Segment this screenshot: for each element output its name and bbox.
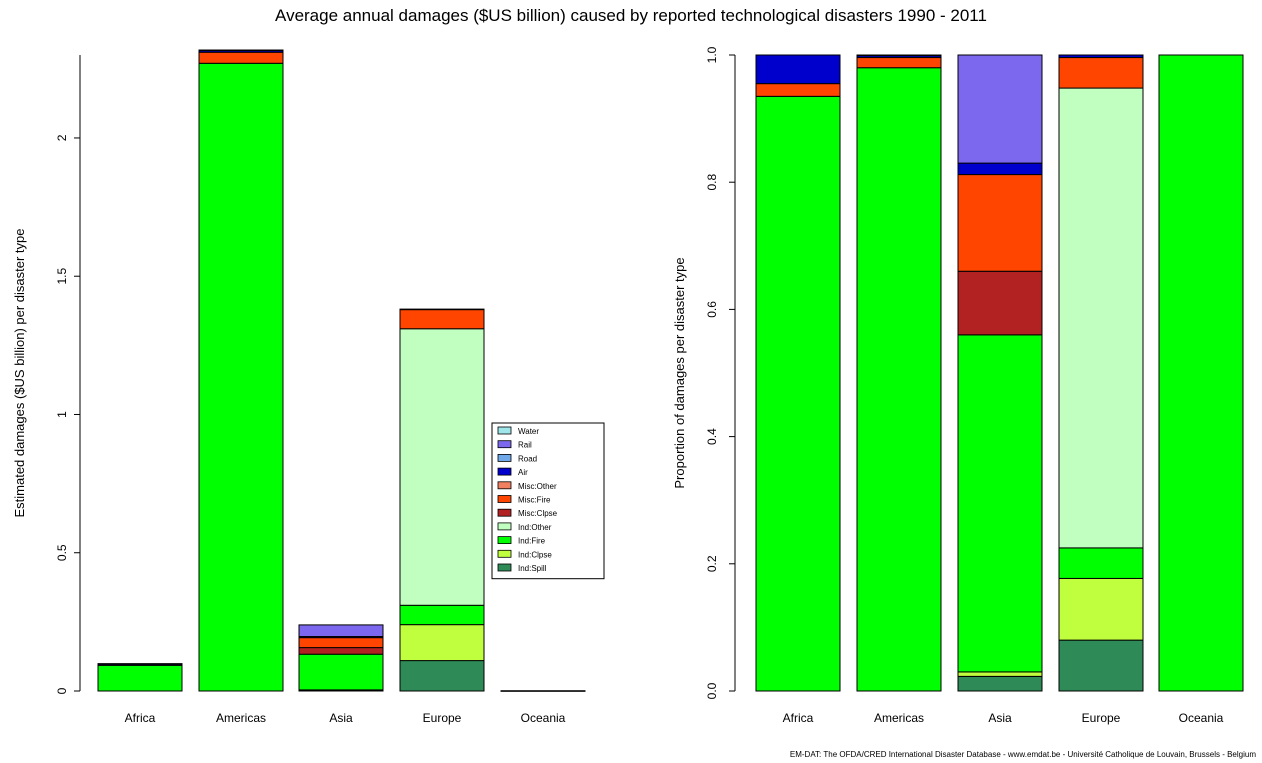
bar-americas (856, 54, 942, 692)
category-label-africa: Africa (783, 711, 814, 725)
bar-segment-oceania-ind-fire (1158, 54, 1244, 692)
bar-asia (957, 54, 1043, 692)
legend-label-ind-spill: Ind:Spill (518, 564, 547, 573)
y-axis-title: Estimated damages ($US billion) per disa… (12, 228, 27, 517)
bar-segment-europe-ind-other (399, 328, 485, 606)
y-tick-label: 0.8 (705, 174, 719, 191)
category-label-europe: Europe (423, 711, 462, 725)
category-label-asia: Asia (329, 711, 353, 725)
legend-swatch-misc-other (497, 481, 512, 490)
bar-segment-americas-misc-fire (856, 57, 942, 69)
bar-asia (298, 624, 384, 692)
bar-segment-asia-rail (957, 54, 1043, 164)
bar-segment-africa-ind-fire (97, 664, 183, 692)
bar-segment-africa-air (97, 663, 183, 666)
bar-segment-asia-misc-clpse (957, 270, 1043, 336)
category-label-africa: Africa (125, 711, 156, 725)
bar-segment-asia-ind-spill (957, 675, 1043, 692)
y-tick-label: 2 (55, 134, 69, 141)
bar-segment-europe-ind-spill (399, 660, 485, 692)
bar-segment-asia-ind-clpse (957, 671, 1043, 677)
bar-segment-africa-air (755, 54, 841, 85)
legend-label-road: Road (518, 454, 537, 463)
legend-swatch-water (497, 426, 512, 435)
legend-label-rail: Rail (518, 441, 532, 450)
category-label-europe: Europe (1082, 711, 1121, 725)
bar-segment-asia-ind-fire (298, 653, 384, 691)
bar-africa (97, 663, 183, 692)
legend-swatch-ind-fire (497, 536, 512, 544)
legend-label-ind-clpse: Ind:Clpse (518, 550, 552, 559)
bar-oceania (500, 690, 586, 692)
bar-segment-asia-misc-fire (298, 637, 384, 649)
bar-africa (755, 54, 841, 692)
legend-swatch-rail (497, 440, 512, 449)
y-tick-label: 0.0 (705, 682, 719, 699)
bar-europe (1058, 54, 1144, 692)
bar-segment-asia-misc-clpse (298, 647, 384, 655)
bar-segment-europe-misc-fire (1058, 57, 1144, 89)
y-tick-label: 0 (55, 687, 69, 694)
bar-segment-asia-ind-fire (957, 334, 1043, 673)
bar-segment-europe-ind-clpse (399, 624, 485, 662)
legend-label-water: Water (518, 427, 539, 436)
category-label-americas: Americas (216, 711, 266, 725)
category-label-oceania: Oceania (521, 711, 566, 725)
bar-segment-americas-ind-fire (856, 67, 942, 692)
bar-oceania (1158, 54, 1244, 692)
legend-swatch-air (497, 467, 512, 476)
y-tick-label: 0.4 (705, 428, 719, 445)
y-tick-label: 0.6 (705, 301, 719, 318)
bar-segment-asia-rail (298, 624, 384, 638)
legend-swatch-road (497, 453, 512, 462)
bar-segment-europe-ind-fire (1058, 547, 1144, 579)
legend-label-ind-other: Ind:Other (518, 523, 552, 532)
bar-segment-asia-air (957, 162, 1043, 176)
category-label-americas: Americas (874, 711, 924, 725)
bar-segment-africa-misc-fire (755, 83, 841, 97)
category-label-oceania: Oceania (1179, 711, 1224, 725)
source-footer: EM-DAT: The OFDA/CRED International Disa… (789, 750, 1256, 759)
y-tick-label: 1.0 (705, 46, 719, 63)
legend: Water Rail Road Air Misc:Other Misc:Fire Misc:… (491, 422, 605, 580)
y-tick-label: 0.2 (705, 555, 719, 572)
bar-segment-americas-misc-fire (198, 51, 284, 64)
bar-americas (198, 49, 284, 692)
bar-segment-europe-air (399, 308, 485, 311)
left-chart-absolute-damages: 0 0.5 1 1.5 2 Estimated damages ($US billion)… (12, 49, 605, 725)
bar-segment-africa-ind-fire (755, 95, 841, 692)
legend-swatch-ind-spill (497, 563, 512, 572)
chart-title: Average annual damages ($US billion) cau… (275, 6, 987, 25)
bar-segment-europe-misc-fire (399, 308, 485, 330)
legend-swatch-ind-other (497, 522, 512, 531)
y-tick-label: 1.5 (55, 268, 69, 285)
bar-europe (399, 308, 485, 692)
legend-label-misc-fire: Misc:Fire (518, 496, 551, 505)
right-chart-proportion-damages: 0.0 0.2 0.4 0.6 0.8 1.0 Proportion of damages … (672, 46, 1244, 725)
bar-segment-europe-ind-spill (1058, 639, 1144, 692)
bar-segment-oceania-ind-fire (500, 690, 586, 692)
y-tick-label: 1 (55, 411, 69, 418)
bar-segment-americas-rail (856, 54, 942, 57)
legend-swatch-misc-clpse (497, 508, 512, 517)
bar-segment-europe-ind-other (1058, 87, 1144, 549)
legend-swatch-ind-clpse (497, 549, 512, 558)
bar-segment-americas-rail (198, 49, 284, 52)
bar-segment-asia-misc-fire (957, 174, 1043, 272)
y-axis-title: Proportion of damages per disaster type (672, 257, 687, 488)
bar-segment-europe-ind-clpse (1058, 577, 1144, 641)
legend-swatch-misc-fire (497, 495, 512, 503)
category-label-asia: Asia (988, 711, 1012, 725)
legend-label-ind-fire: Ind:Fire (518, 537, 546, 546)
legend-label-misc-other: Misc:Other (518, 482, 557, 491)
legend-label-misc-clpse: Misc:Clpse (518, 509, 558, 518)
legend-label-air: Air (518, 468, 528, 477)
y-tick-label: 0.5 (55, 544, 69, 561)
bar-segment-americas-ind-fire (198, 62, 284, 692)
bar-segment-europe-ind-fire (399, 604, 485, 626)
bar-segment-europe-air (1058, 54, 1144, 59)
